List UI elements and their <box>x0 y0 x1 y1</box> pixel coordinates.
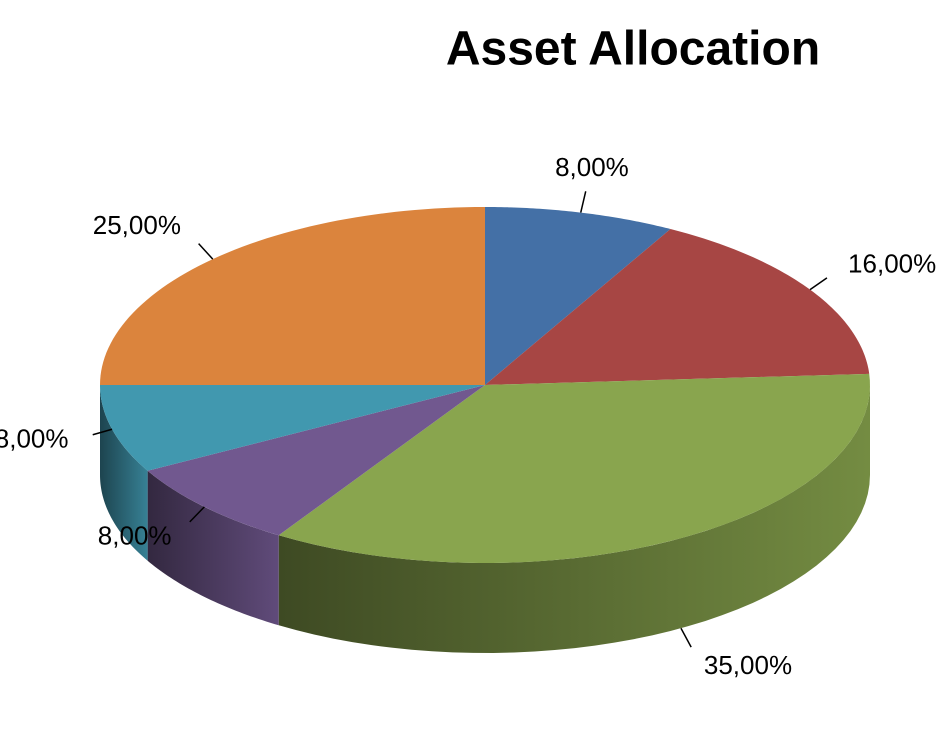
data-label: 8,00% <box>555 152 629 182</box>
slice-side <box>278 385 871 653</box>
slice <box>278 373 870 563</box>
data-label: 16,00% <box>848 248 936 278</box>
data-label: 8,00% <box>0 423 69 453</box>
leader-line <box>680 627 692 648</box>
data-label: 8,00% <box>98 521 172 551</box>
slice <box>100 385 485 471</box>
slice <box>485 229 870 385</box>
slice <box>100 207 485 385</box>
leader-line <box>92 428 113 436</box>
data-label: 25,00% <box>93 210 181 240</box>
chart-title: Asset Allocation <box>446 23 820 76</box>
leader-line <box>809 277 828 291</box>
leader-line <box>198 243 214 260</box>
data-label: 35,00% <box>704 650 792 680</box>
slice <box>147 385 485 536</box>
slice <box>485 207 671 385</box>
leader-line <box>580 191 587 213</box>
slice-side <box>147 470 279 626</box>
leader-line <box>189 506 205 523</box>
